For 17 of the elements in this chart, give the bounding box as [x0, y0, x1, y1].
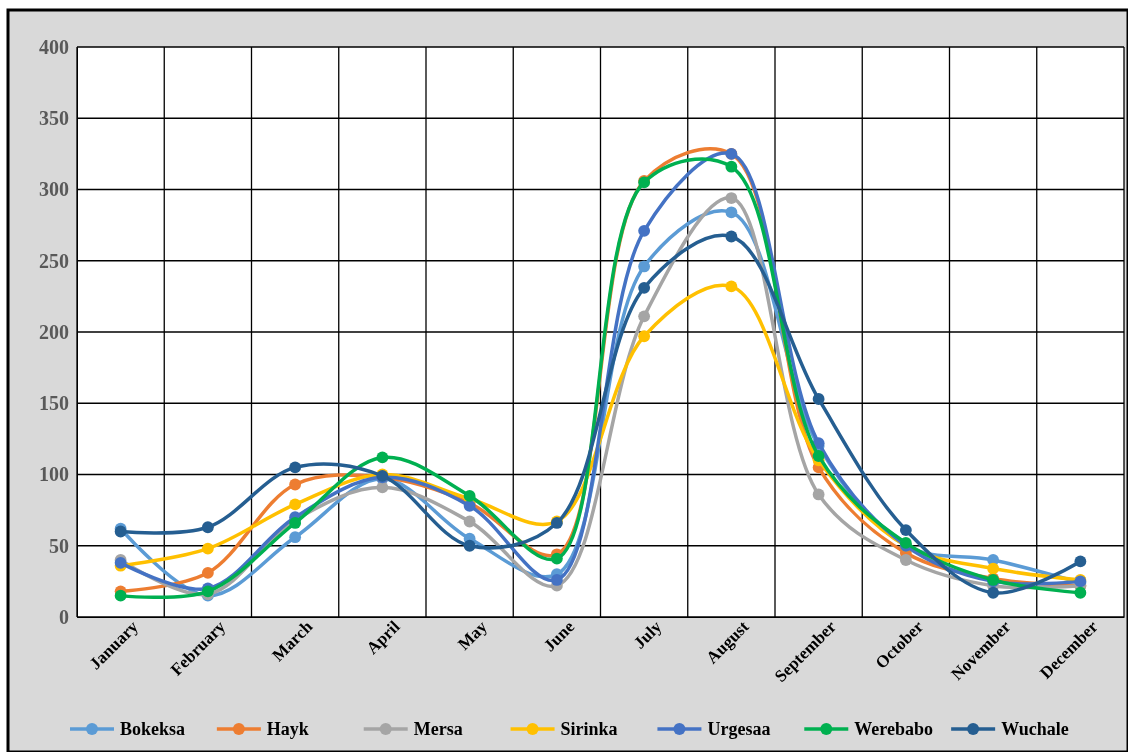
- x-tick-label: July: [629, 616, 666, 653]
- y-tick-label: 400: [39, 35, 69, 58]
- y-tick-label: 350: [39, 107, 69, 130]
- legend-label: Mersa: [413, 719, 463, 739]
- legend-label: Urgesaa: [707, 719, 771, 739]
- y-tick-label: 250: [39, 249, 69, 272]
- y-tick-label: 100: [39, 463, 69, 486]
- legend-label: Hayk: [266, 719, 309, 739]
- legend-label: Bokeksa: [120, 719, 186, 739]
- y-tick-label: 300: [39, 178, 69, 201]
- legend-label: Wuchale: [1001, 719, 1069, 739]
- y-tick-label: 200: [39, 320, 69, 343]
- y-tick-label: 50: [49, 534, 69, 557]
- y-tick-label: 0: [59, 605, 69, 628]
- y-tick-label: 150: [39, 392, 69, 415]
- legend-label: Werebabo: [854, 719, 933, 739]
- legend-label: Sirinka: [560, 719, 618, 739]
